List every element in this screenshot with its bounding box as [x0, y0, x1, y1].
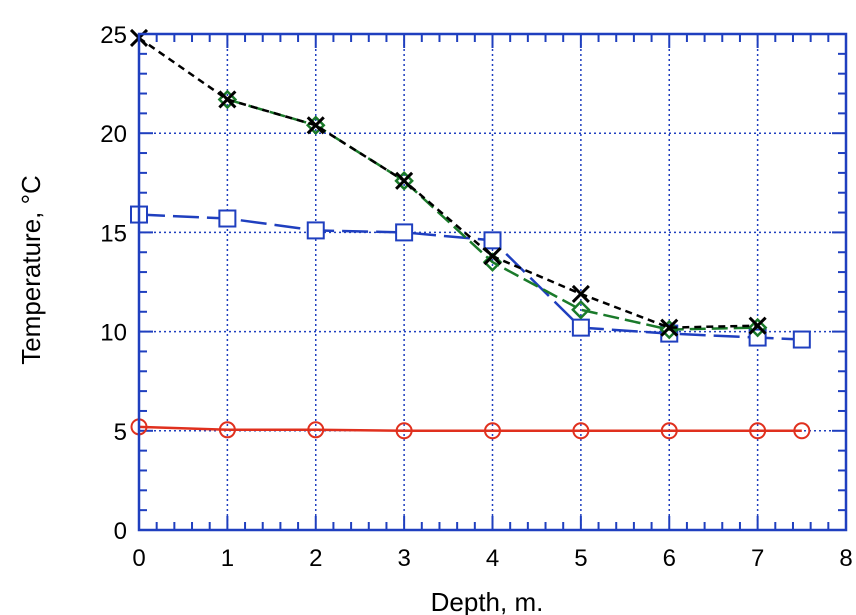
- data-point: [395, 223, 414, 242]
- x-tick-label: 5: [574, 545, 587, 572]
- data-point: [218, 421, 236, 439]
- x-tick-label: 1: [221, 545, 234, 572]
- data-point: [218, 90, 237, 109]
- data-point: [571, 318, 590, 337]
- x-tick-label: 4: [486, 545, 499, 572]
- x-tick-label: 0: [132, 545, 145, 572]
- y-tick-label: 15: [100, 220, 127, 247]
- data-point: [660, 318, 679, 337]
- y-tick-label: 0: [114, 518, 127, 545]
- data-point: [793, 422, 811, 440]
- data-point: [394, 171, 414, 191]
- x-tick-label: 8: [839, 545, 852, 572]
- x-tick-label: 2: [309, 545, 322, 572]
- data-point: [572, 422, 590, 440]
- series-layer: [129, 28, 811, 440]
- data-point: [218, 209, 237, 228]
- y-axis-title: Temperature, °C: [16, 175, 46, 365]
- data-point: [571, 300, 591, 320]
- x-tick-label: 3: [397, 545, 410, 572]
- y-tick-label: 5: [114, 419, 127, 446]
- data-point: [395, 171, 414, 190]
- y-tick-label: 25: [100, 22, 127, 49]
- series-line: [138, 425, 802, 433]
- data-point: [747, 317, 768, 338]
- data-point: [483, 231, 502, 250]
- series-line: [138, 213, 802, 341]
- y-tick-label: 20: [100, 121, 127, 148]
- x-tick-label: 6: [663, 545, 676, 572]
- data-point: [395, 422, 413, 440]
- data-point: [571, 284, 590, 303]
- data-point: [748, 316, 767, 335]
- data-point: [792, 330, 811, 349]
- tick-labels: 0 1 2 3 4 5 6 7 8 0 5 10 15 20 25: [100, 22, 852, 572]
- data-point: [306, 116, 325, 135]
- grid: [139, 34, 846, 530]
- x-tick-label: 7: [751, 545, 764, 572]
- series-circle: [130, 418, 811, 440]
- data-point: [307, 421, 325, 439]
- data-point: [484, 422, 501, 440]
- y-tick-label: 10: [100, 320, 127, 347]
- data-point: [660, 422, 678, 440]
- plot-frame: [137, 32, 848, 532]
- x-axis-title: Depth, m.: [431, 587, 544, 615]
- data-point: [749, 422, 767, 440]
- data-point: [306, 221, 325, 240]
- series-line: [138, 36, 758, 329]
- data-point: [483, 247, 502, 266]
- data-point: [748, 328, 767, 347]
- series-x: [129, 28, 767, 337]
